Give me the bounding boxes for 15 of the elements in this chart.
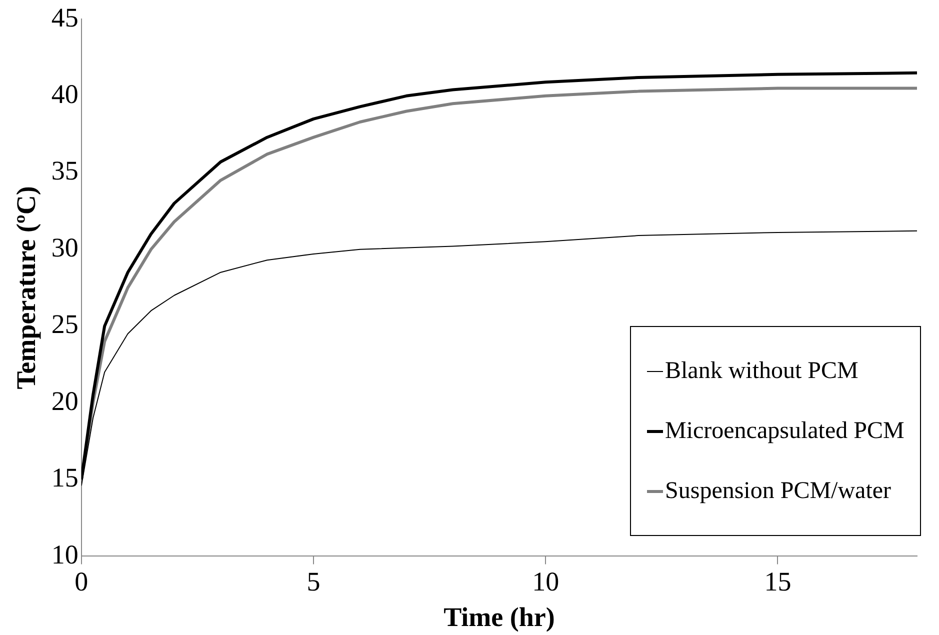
- x-tick-label: 10: [532, 566, 560, 596]
- x-tick-label: 5: [306, 566, 320, 596]
- y-tick-label: 30: [51, 232, 78, 262]
- x-axis-title: Time (hr): [444, 602, 555, 632]
- y-tick-label: 45: [51, 2, 78, 32]
- legend-label: Suspension PCM/water: [665, 477, 892, 506]
- y-tick-label: 15: [51, 462, 78, 493]
- y-tick-label: 20: [51, 386, 78, 416]
- y-tick-label: 25: [51, 309, 78, 340]
- legend-label: Microencapsulated PCM: [665, 417, 904, 446]
- y-tick-label: 40: [51, 79, 78, 110]
- x-tick-label: 15: [764, 566, 792, 596]
- y-tick-label: 35: [51, 156, 78, 186]
- y-axis-title: Temperature (ºC): [11, 186, 42, 390]
- legend-label: Blank without PCM: [665, 357, 858, 386]
